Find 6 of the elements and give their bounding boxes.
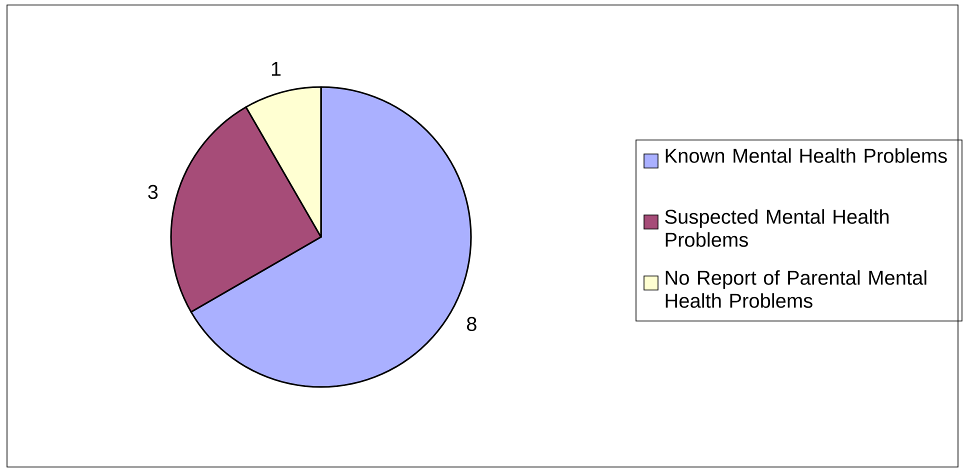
legend-label: Known Mental Health Problems xyxy=(666,148,947,163)
legend-label: Suspected Mental Health Problems xyxy=(665,209,889,247)
legend-label: No Report of Parental Mental Health Problems xyxy=(666,270,926,308)
data-label: 3 xyxy=(148,184,158,200)
data-label: 8 xyxy=(467,316,476,332)
data-label: 1 xyxy=(272,62,281,76)
